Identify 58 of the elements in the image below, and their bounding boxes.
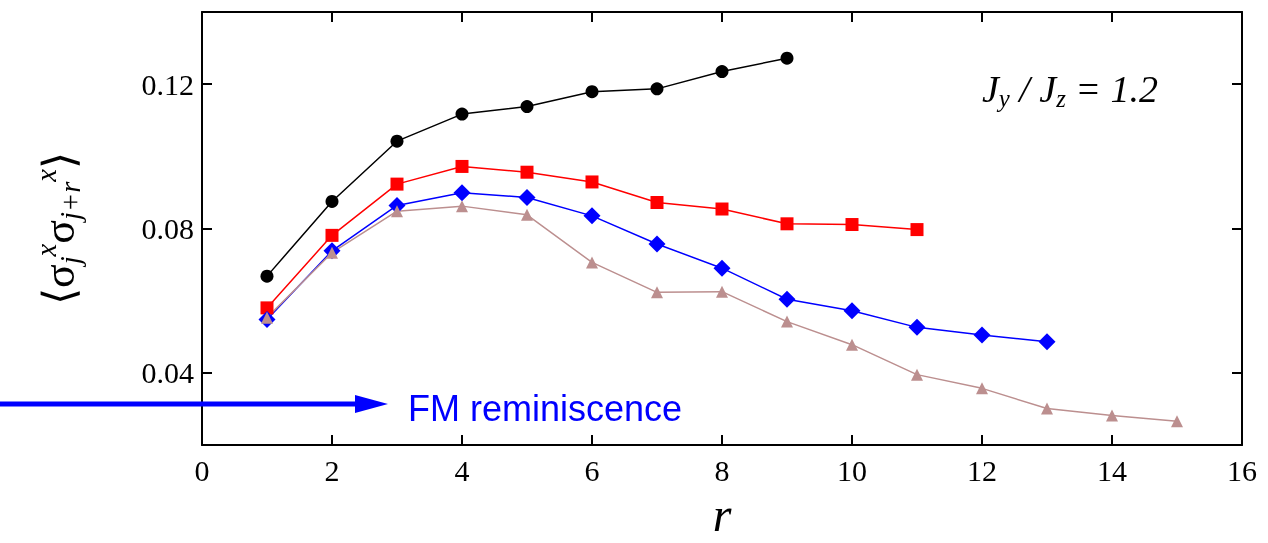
point: [650, 82, 664, 96]
point: [456, 200, 468, 213]
point: [583, 207, 601, 225]
point: [390, 134, 404, 148]
point: [781, 315, 793, 328]
point: [911, 368, 923, 381]
point: [908, 318, 926, 336]
point: [650, 196, 664, 210]
point: [518, 188, 536, 206]
point: [453, 184, 471, 202]
point: [1041, 402, 1053, 415]
point: [325, 194, 339, 208]
point: [715, 65, 729, 79]
x-tick-label: 16: [1227, 453, 1257, 487]
point: [521, 208, 533, 221]
point: [260, 269, 274, 283]
point: [976, 382, 988, 395]
point: [778, 290, 796, 308]
point: [843, 302, 861, 320]
point: [651, 286, 663, 299]
point: [260, 301, 274, 315]
point: [648, 235, 666, 253]
annotation: FM reminiscence: [408, 387, 683, 429]
point: [910, 223, 924, 237]
x-tick-label: 6: [584, 453, 600, 487]
point: [716, 285, 728, 298]
x-tick-label: 8: [714, 453, 730, 487]
point: [973, 326, 991, 344]
y-axis-title: ⟨σjxσj+rx⟩: [30, 151, 86, 306]
y-tick-label: 0.08: [141, 212, 194, 245]
point: [1038, 333, 1056, 351]
point: [390, 177, 404, 191]
point: [1171, 415, 1183, 428]
point: [780, 217, 794, 231]
point: [325, 228, 339, 242]
y-tick-label: 0.04: [141, 356, 194, 390]
point: [713, 259, 731, 277]
x-tick-label: 2: [324, 453, 340, 487]
point: [585, 175, 599, 189]
point: [455, 107, 469, 121]
point: [845, 218, 859, 232]
point: [520, 100, 534, 114]
point: [585, 85, 599, 99]
x-tick-label: 14: [1097, 453, 1127, 487]
x-tick-label: 0: [194, 453, 210, 487]
x-tick-label: 12: [967, 453, 997, 487]
point: [520, 165, 534, 179]
x-tick-label: 4: [454, 453, 470, 487]
point: [455, 159, 469, 173]
point: [586, 256, 598, 269]
point: [780, 51, 794, 65]
point: [391, 205, 403, 218]
point: [846, 338, 858, 351]
point: [715, 202, 729, 216]
point: [1106, 409, 1118, 422]
x-axis-title: r: [712, 487, 732, 541]
x-tick-label: 10: [837, 453, 867, 487]
y-tick-label: 0.12: [141, 67, 194, 101]
